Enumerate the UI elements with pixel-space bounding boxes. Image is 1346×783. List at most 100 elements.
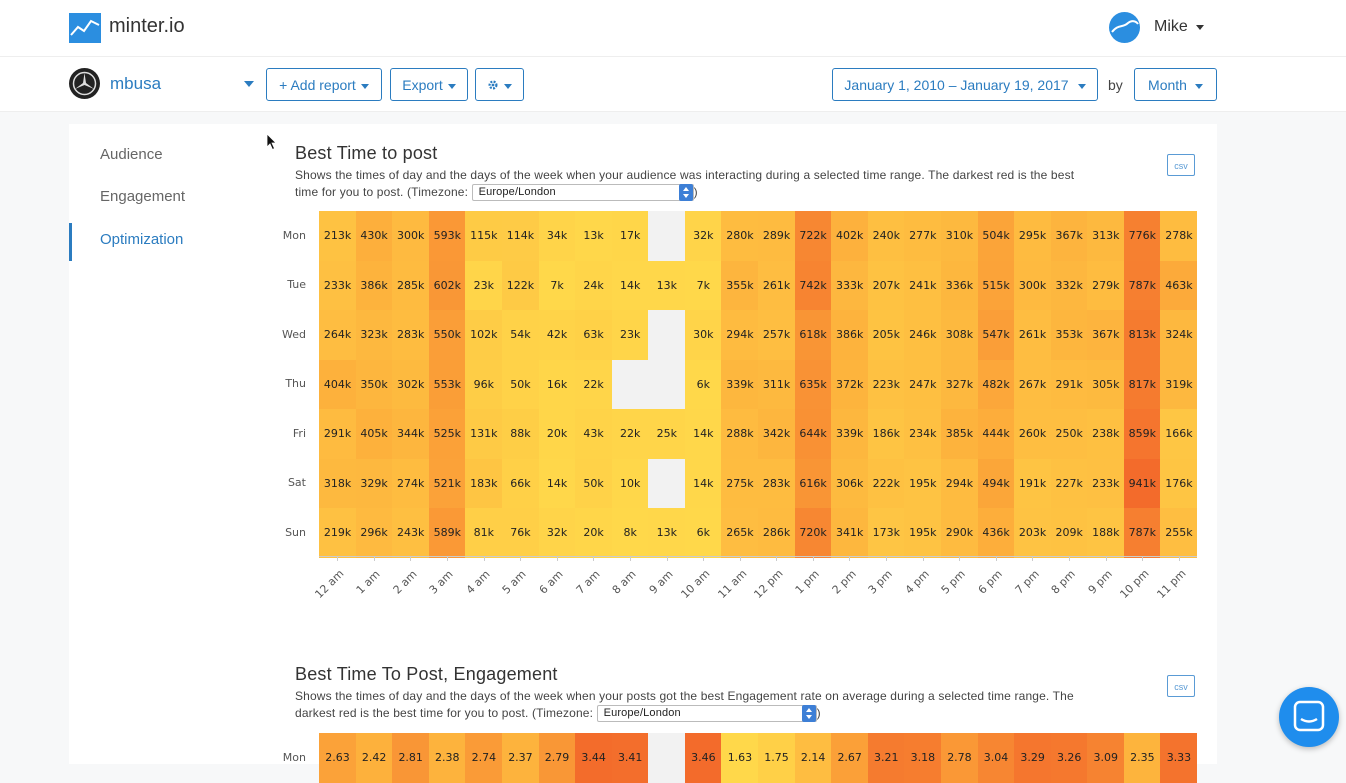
heatmap-cell[interactable]: 267k: [1014, 359, 1052, 409]
heatmap-cell[interactable]: 283k: [392, 310, 430, 360]
heatmap-cell[interactable]: 222k: [867, 458, 905, 508]
heatmap-cell[interactable]: 602k: [428, 260, 466, 310]
heatmap-cell[interactable]: 7k: [684, 260, 722, 310]
heatmap-cell[interactable]: 233k: [319, 260, 357, 310]
heatmap-cell[interactable]: 209k: [1050, 508, 1088, 558]
heatmap-cell[interactable]: 402k: [831, 211, 869, 261]
heatmap-cell[interactable]: 32k: [538, 508, 576, 558]
account-name[interactable]: mbusa: [110, 74, 162, 93]
heatmap-cell[interactable]: 3.29: [1014, 733, 1052, 783]
heatmap-cell[interactable]: 323k: [355, 310, 393, 360]
heatmap-cell[interactable]: 386k: [831, 310, 869, 360]
heatmap-cell[interactable]: 241k: [904, 260, 942, 310]
heatmap-cell[interactable]: 96k: [465, 359, 503, 409]
heatmap-cell[interactable]: 291k: [1050, 359, 1088, 409]
heatmap-cell[interactable]: 3.26: [1050, 733, 1088, 783]
heatmap-cell[interactable]: 327k: [940, 359, 978, 409]
date-range-picker[interactable]: January 1, 2010 – January 19, 2017: [832, 68, 1098, 101]
heatmap-cell[interactable]: 22k: [611, 409, 649, 459]
heatmap-cell[interactable]: 386k: [355, 260, 393, 310]
heatmap-cell[interactable]: 515k: [977, 260, 1015, 310]
timezone-select-2[interactable]: Europe/London: [596, 704, 817, 722]
heatmap-cell[interactable]: 404k: [319, 359, 357, 409]
heatmap-cell[interactable]: 240k: [867, 211, 905, 261]
heatmap-cell[interactable]: 14k: [538, 458, 576, 508]
heatmap-cell[interactable]: 227k: [1050, 458, 1088, 508]
heatmap-cell[interactable]: 88k: [501, 409, 539, 459]
heatmap-cell[interactable]: 50k: [501, 359, 539, 409]
heatmap-cell[interactable]: 494k: [977, 458, 1015, 508]
timezone-select[interactable]: Europe/London: [471, 183, 694, 201]
heatmap-cell[interactable]: 54k: [501, 310, 539, 360]
chat-launcher-button[interactable]: [1279, 687, 1339, 747]
heatmap-cell[interactable]: 23k: [611, 310, 649, 360]
heatmap-cell[interactable]: 247k: [904, 359, 942, 409]
heatmap-cell[interactable]: [648, 359, 686, 409]
heatmap-cell[interactable]: 504k: [977, 211, 1015, 261]
heatmap-cell[interactable]: 550k: [428, 310, 466, 360]
sidebar-item-engagement[interactable]: Engagement: [100, 188, 186, 205]
heatmap-cell[interactable]: 308k: [940, 310, 978, 360]
heatmap-cell[interactable]: 3.04: [977, 733, 1015, 783]
heatmap-cell[interactable]: 367k: [1050, 211, 1088, 261]
heatmap-cell[interactable]: 32k: [684, 211, 722, 261]
heatmap-cell[interactable]: 3.09: [1087, 733, 1125, 783]
heatmap-cell[interactable]: 42k: [538, 310, 576, 360]
heatmap-cell[interactable]: 195k: [904, 508, 942, 558]
heatmap-cell[interactable]: 264k: [319, 310, 357, 360]
heatmap-cell[interactable]: 553k: [428, 359, 466, 409]
heatmap-cell[interactable]: 6k: [684, 508, 722, 558]
heatmap-cell[interactable]: 294k: [940, 458, 978, 508]
heatmap-cell[interactable]: 525k: [428, 409, 466, 459]
heatmap-cell[interactable]: 294k: [721, 310, 759, 360]
heatmap-cell[interactable]: 285k: [392, 260, 430, 310]
heatmap-cell[interactable]: 238k: [1087, 409, 1125, 459]
heatmap-cell[interactable]: 255k: [1160, 508, 1198, 558]
heatmap-cell[interactable]: 257k: [758, 310, 796, 360]
heatmap-cell[interactable]: 14k: [684, 409, 722, 459]
heatmap-cell[interactable]: 302k: [392, 359, 430, 409]
heatmap-cell[interactable]: 318k: [319, 458, 357, 508]
heatmap-cell[interactable]: 288k: [721, 409, 759, 459]
heatmap-cell[interactable]: 776k: [1123, 211, 1161, 261]
heatmap-cell[interactable]: 191k: [1014, 458, 1052, 508]
heatmap-cell[interactable]: 291k: [319, 409, 357, 459]
chevron-down-icon[interactable]: [1196, 25, 1204, 30]
heatmap-cell[interactable]: 289k: [758, 211, 796, 261]
heatmap-cell[interactable]: 311k: [758, 359, 796, 409]
heatmap-cell[interactable]: 635k: [794, 359, 832, 409]
heatmap-cell[interactable]: 14k: [611, 260, 649, 310]
heatmap-cell[interactable]: 2.38: [428, 733, 466, 783]
heatmap-cell[interactable]: 482k: [977, 359, 1015, 409]
heatmap-cell[interactable]: 131k: [465, 409, 503, 459]
heatmap-cell[interactable]: 219k: [319, 508, 357, 558]
heatmap-cell[interactable]: [648, 733, 686, 783]
heatmap-cell[interactable]: 2.78: [940, 733, 978, 783]
user-menu[interactable]: Mike: [1154, 18, 1188, 35]
heatmap-cell[interactable]: 223k: [867, 359, 905, 409]
heatmap-cell[interactable]: 787k: [1123, 508, 1161, 558]
heatmap-cell[interactable]: 275k: [721, 458, 759, 508]
heatmap-cell[interactable]: 300k: [1014, 260, 1052, 310]
heatmap-cell[interactable]: 2.79: [538, 733, 576, 783]
heatmap-cell[interactable]: 20k: [575, 508, 613, 558]
heatmap-cell[interactable]: 2.37: [501, 733, 539, 783]
heatmap-cell[interactable]: 342k: [758, 409, 796, 459]
heatmap-cell[interactable]: 787k: [1123, 260, 1161, 310]
heatmap-cell[interactable]: 385k: [940, 409, 978, 459]
heatmap-cell[interactable]: 344k: [392, 409, 430, 459]
heatmap-cell[interactable]: 521k: [428, 458, 466, 508]
heatmap-cell[interactable]: 13k: [575, 211, 613, 261]
heatmap-cell[interactable]: 250k: [1050, 409, 1088, 459]
heatmap-cell[interactable]: 183k: [465, 458, 503, 508]
heatmap-cell[interactable]: 644k: [794, 409, 832, 459]
heatmap-cell[interactable]: 207k: [867, 260, 905, 310]
heatmap-cell[interactable]: 66k: [501, 458, 539, 508]
heatmap-cell[interactable]: 234k: [904, 409, 942, 459]
account-chevron-down-icon[interactable]: [244, 81, 254, 87]
heatmap-cell[interactable]: 1.63: [721, 733, 759, 783]
heatmap-cell[interactable]: [648, 310, 686, 360]
heatmap-cell[interactable]: 295k: [1014, 211, 1052, 261]
heatmap-cell[interactable]: 3.21: [867, 733, 905, 783]
heatmap-cell[interactable]: 436k: [977, 508, 1015, 558]
